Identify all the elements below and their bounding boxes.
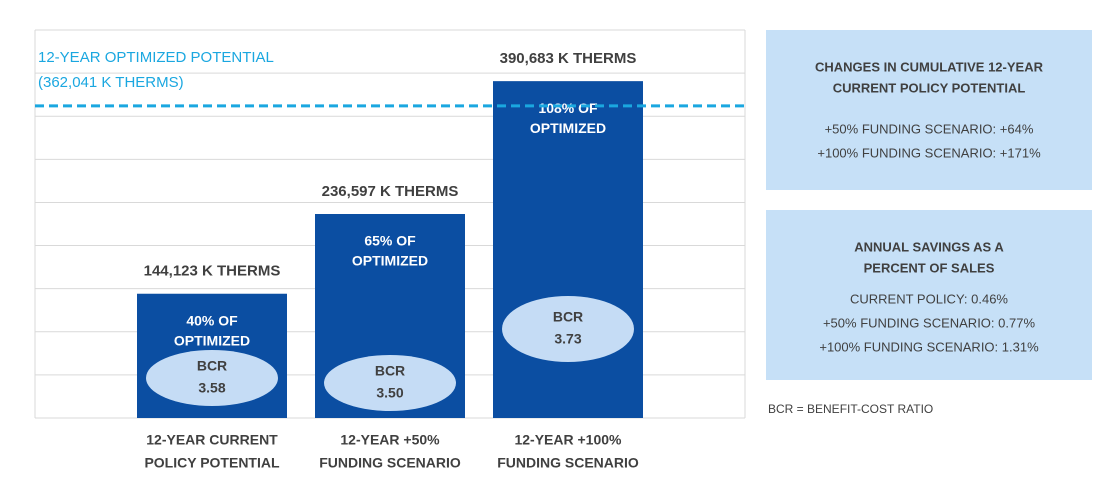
x-tick-label: POLICY POTENTIAL [144,455,280,471]
panel-line: +100% FUNDING SCENARIO: +171% [817,145,1041,160]
bcr-title: BCR [375,363,405,379]
x-tick-label: 12-YEAR +50% [340,432,440,448]
x-tick-label: 12-YEAR +100% [514,432,622,448]
value-label: 390,683 K THERMS [500,50,637,67]
inner-label: OPTIMIZED [530,120,606,136]
bcr-title: BCR [197,358,227,374]
panel-title: ANNUAL SAVINGS AS A [854,239,1004,254]
panel-title: PERCENT OF SALES [864,260,995,275]
bcr-ellipse [324,355,456,411]
x-tick-label: 12-YEAR CURRENT [146,432,278,448]
inner-label: 40% OF [186,312,238,328]
panel-line: +100% FUNDING SCENARIO: 1.31% [819,339,1039,354]
inner-label: 65% OF [364,233,416,249]
panel-title: CHANGES IN CUMULATIVE 12-YEAR [815,59,1044,74]
bcr-value: 3.58 [198,380,225,396]
panel-line: +50% FUNDING SCENARIO: +64% [825,121,1034,136]
info-panel [766,210,1092,380]
x-tick-label: FUNDING SCENARIO [497,455,639,471]
value-label: 144,123 K THERMS [144,263,281,280]
bcr-ellipse [146,350,278,406]
inner-label: OPTIMIZED [352,253,428,269]
bcr-value: 3.73 [554,331,581,347]
info-panel [766,30,1092,190]
reference-label: (362,041 K THERMS) [38,74,184,91]
panel-line: CURRENT POLICY: 0.46% [850,291,1008,306]
bcr-title: BCR [553,309,583,325]
panel-title: CURRENT POLICY POTENTIAL [833,80,1026,95]
footnote: BCR = BENEFIT-COST RATIO [768,402,933,416]
value-label: 236,597 K THERMS [322,183,459,200]
bcr-ellipse [502,296,634,362]
inner-label: OPTIMIZED [174,332,250,348]
bcr-value: 3.50 [376,385,403,401]
panel-line: +50% FUNDING SCENARIO: 0.77% [823,315,1035,330]
inner-label: 108% OF [538,100,598,116]
reference-label: 12-YEAR OPTIMIZED POTENTIAL [38,49,274,66]
x-tick-label: FUNDING SCENARIO [319,455,461,471]
